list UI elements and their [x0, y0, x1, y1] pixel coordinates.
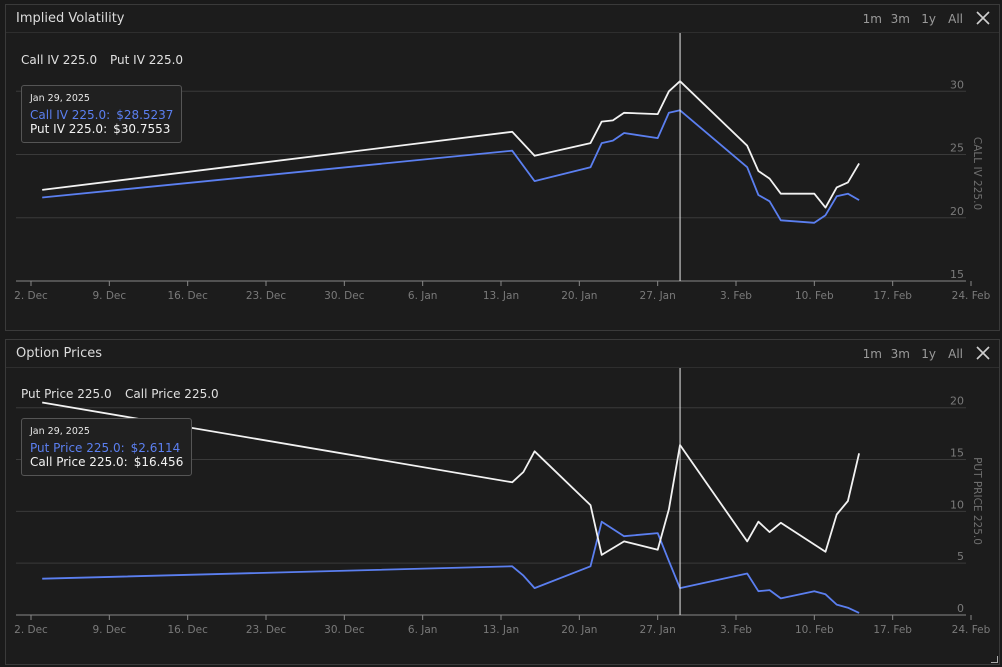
prices-chart: 0 5 10 15 20 2. Dec 9. Dec 16. Dec 23. Dec 30. De… — [14, 368, 991, 636]
range-1m-button[interactable]: 1m — [862, 12, 882, 26]
x-tick-label: 9. Dec — [92, 290, 126, 302]
tooltip-value: $2.6114 — [130, 441, 181, 455]
tooltip-label: Call IV 225.0: — [30, 108, 111, 122]
y-axis-label: PUT PRICE 225.0 — [971, 457, 983, 545]
panel-header: Option Prices 1m 3m 1y All — [6, 340, 999, 368]
x-tick-label: 24. Feb — [952, 290, 991, 302]
legend-put-iv[interactable]: Put IV 225.0 — [110, 53, 184, 67]
close-icon[interactable] — [973, 8, 993, 28]
tooltip-value: $16.456 — [133, 455, 184, 469]
y-tick-label: 25 — [950, 142, 964, 155]
range-1m-button[interactable]: 1m — [862, 347, 882, 361]
x-tick-label: 10. Feb — [795, 624, 834, 636]
x-tick-label: 9. Dec — [92, 624, 126, 636]
option-prices-panel: Option Prices 1m 3m 1y All Put Price 225… — [5, 339, 1000, 665]
panel-title: Option Prices — [16, 346, 103, 361]
tooltip-row-put-iv: Put IV 225.0: $30.7553 — [30, 122, 173, 136]
x-tick-label: 16. Dec — [167, 290, 208, 302]
tooltip-label: Put IV 225.0: — [30, 122, 108, 136]
x-tick-label: 2. Dec — [14, 624, 48, 636]
y-tick-label: 30 — [950, 78, 964, 91]
range-3m-button[interactable]: 3m — [890, 347, 910, 361]
y-axis-label: CALL IV 225.0 — [971, 137, 983, 210]
y-tick-label: 20 — [950, 395, 964, 408]
tooltip-date: Jan 29, 2025 — [30, 93, 90, 104]
x-tick-label: 27. Jan — [640, 290, 676, 302]
x-tick-label: 24. Feb — [952, 624, 991, 636]
tooltip-label: Call Price 225.0: — [30, 455, 128, 469]
x-tick-label: 16. Dec — [167, 624, 208, 636]
x-tick-label: 6. Jan — [408, 290, 438, 302]
tooltip-date: Jan 29, 2025 — [30, 426, 90, 437]
x-tick-label: 20. Jan — [561, 290, 597, 302]
y-tick-label: 15 — [950, 447, 964, 460]
x-tick-label: 10. Feb — [795, 290, 834, 302]
x-tick-label: 6. Jan — [408, 624, 438, 636]
y-tick-label: 0 — [957, 602, 964, 615]
range-1y-button[interactable]: 1y — [921, 347, 936, 361]
series-line-1[interactable] — [42, 520, 860, 614]
legend-put-price[interactable]: Put Price 225.0 — [21, 387, 112, 401]
panel-title: Implied Volatility — [16, 11, 125, 26]
x-tick-label: 13. Jan — [483, 290, 519, 302]
x-tick-label: 3. Feb — [720, 290, 752, 302]
range-all-button[interactable]: All — [948, 12, 963, 26]
x-tick-label: 30. Dec — [324, 290, 365, 302]
x-tick-label: 23. Dec — [246, 290, 287, 302]
y-tick-label: 15 — [950, 268, 964, 281]
x-tick-label: 20. Jan — [561, 624, 597, 636]
tooltip-label: Put Price 225.0: — [30, 441, 125, 455]
iv-tooltip: Jan 29, 2025 Call IV 225.0: $28.5237 Put … — [21, 85, 183, 143]
tooltip-row-call-iv: Call IV 225.0: $28.5237 — [30, 108, 173, 122]
iv-chart: 15 20 25 30 2. Dec 9. Dec 16. Dec 23. Dec 30. De… — [14, 33, 991, 302]
range-all-button[interactable]: All — [948, 347, 963, 361]
tooltip-row-call-price: Call Price 225.0: $16.456 — [30, 455, 183, 469]
resize-handle[interactable] — [991, 656, 998, 663]
x-tick-label: 27. Jan — [640, 624, 676, 636]
panel-header: Implied Volatility 1m 3m 1y All — [6, 5, 999, 33]
tooltip-row-put-price: Put Price 225.0: $2.6114 — [30, 441, 183, 455]
x-tick-label: 3. Feb — [720, 624, 752, 636]
x-tick-label: 30. Dec — [324, 624, 365, 636]
range-1y-button[interactable]: 1y — [921, 12, 936, 26]
x-tick-label: 17. Feb — [873, 290, 912, 302]
legend-call-iv[interactable]: Call IV 225.0 — [21, 53, 98, 67]
x-tick-label: 17. Feb — [873, 624, 912, 636]
x-tick-label: 13. Jan — [483, 624, 519, 636]
legend-call-price[interactable]: Call Price 225.0 — [125, 387, 219, 401]
x-tick-label: 23. Dec — [246, 624, 287, 636]
tooltip-value: $28.5237 — [116, 108, 174, 122]
prices-tooltip: Jan 29, 2025 Put Price 225.0: $2.6114 Cal… — [21, 418, 193, 476]
y-tick-label: 5 — [957, 550, 964, 563]
x-tick-label: 2. Dec — [14, 290, 48, 302]
close-icon[interactable] — [973, 343, 993, 363]
tooltip-value: $30.7553 — [113, 122, 171, 136]
y-tick-label: 20 — [950, 205, 964, 218]
range-3m-button[interactable]: 3m — [890, 12, 910, 26]
y-tick-label: 10 — [950, 498, 964, 511]
implied-volatility-panel: Implied Volatility 1m 3m 1y All Call IV … — [5, 4, 1000, 331]
